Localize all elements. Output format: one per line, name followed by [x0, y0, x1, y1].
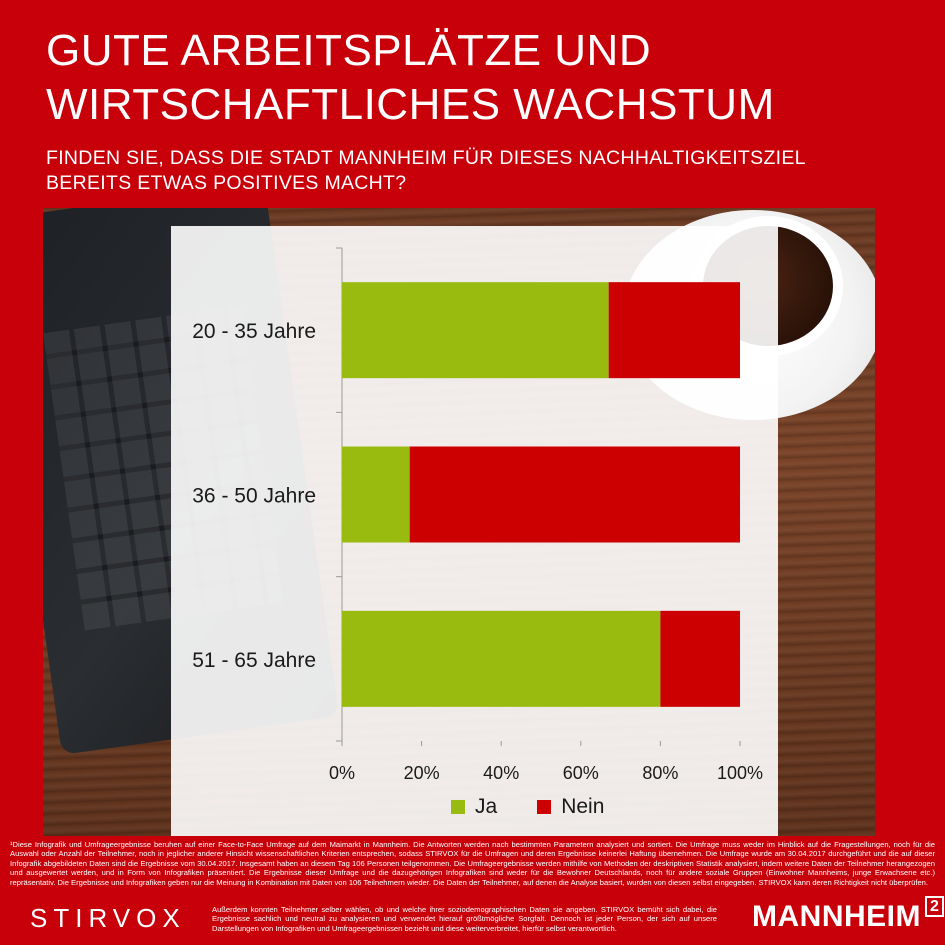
- chart-legend: Ja Nein: [451, 792, 604, 822]
- mannheim-logo-sup: 2: [925, 896, 945, 917]
- mannheim-logo: MANNHEIM 2: [752, 896, 945, 934]
- title-line-2: WIRTSCHAFTLICHES WACHSTUM: [46, 80, 775, 129]
- bar-ja-2: [342, 446, 410, 543]
- question-line-1: FINDEN SIE, DASS DIE STADT MANNHEIM FÜR …: [46, 147, 806, 169]
- legend-swatch-nein: [537, 800, 552, 814]
- x-tick-label: 100%: [717, 763, 763, 783]
- mannheim-logo-text: MANNHEIM: [752, 900, 921, 933]
- x-tick-label: 60%: [563, 763, 599, 783]
- bar-chart: 20 - 35 Jahre 36 - 50 Jahre 51 - 65 Jahre 0…: [192, 247, 763, 783]
- legend-item-ja: Ja: [451, 795, 497, 819]
- stirvox-logo: STIRVOX: [30, 903, 186, 933]
- title-line-1: GUTE ARBEITSPLÄTZE UND: [46, 26, 652, 75]
- x-tick-label: 40%: [483, 763, 519, 783]
- category-label: 51 - 65 Jahre: [192, 649, 316, 672]
- legend-item-nein: Nein: [537, 795, 604, 819]
- disclaimer-footnote: ¹Diese Infografik und Umfrageergebnisse …: [10, 840, 935, 887]
- x-tick-label: 0%: [329, 763, 355, 783]
- disclaimer-footnote-continued: Außerdem konnten Teilnehmer selber wähle…: [212, 905, 717, 933]
- x-tick-label: 80%: [642, 763, 678, 783]
- page-title: GUTE ARBEITSPLÄTZE UND WIRTSCHAFTLICHES …: [46, 24, 926, 132]
- legend-label-nein: Nein: [561, 795, 605, 818]
- bar-nein-1: [608, 282, 740, 379]
- legend-label-ja: Ja: [475, 795, 498, 818]
- legend-swatch-ja: [451, 800, 465, 814]
- survey-question: FINDEN SIE, DASS DIE STADT MANNHEIM FÜR …: [46, 146, 926, 196]
- bar-ja-1: [342, 282, 609, 379]
- chart-panel: 20 - 35 Jahre 36 - 50 Jahre 51 - 65 Jahre 0…: [171, 226, 778, 836]
- bar-ja-3: [342, 610, 661, 707]
- category-label: 36 - 50 Jahre: [192, 485, 316, 508]
- question-line-2: BEREITS ETWAS POSITIVES MACHT?: [46, 172, 407, 194]
- x-tick-label: 20%: [404, 763, 440, 783]
- category-label: 20 - 35 Jahre: [192, 320, 316, 343]
- bar-nein-3: [660, 610, 740, 707]
- bar-nein-2: [409, 446, 740, 543]
